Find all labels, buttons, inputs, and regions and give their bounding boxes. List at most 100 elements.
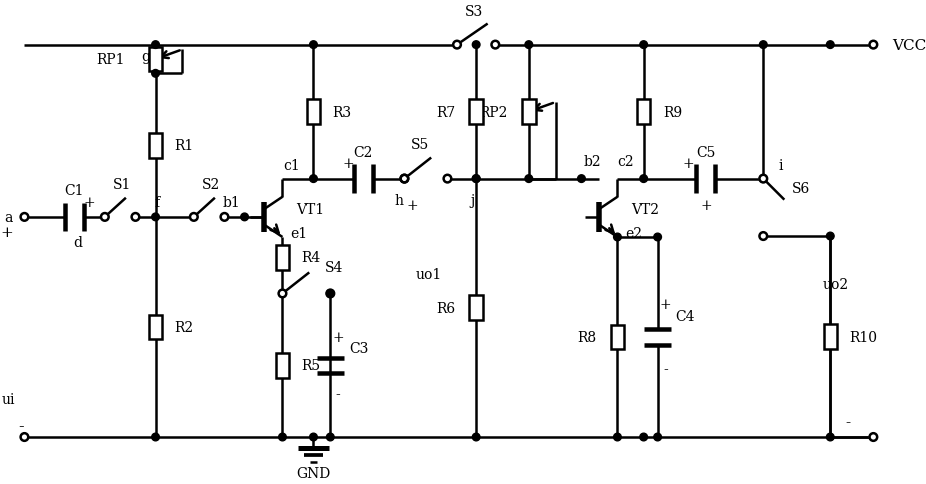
Text: R7: R7 — [436, 106, 455, 120]
Bar — [307, 100, 320, 125]
Circle shape — [279, 290, 286, 298]
Circle shape — [444, 175, 451, 183]
Text: uo1: uo1 — [415, 268, 442, 282]
Text: VT1: VT1 — [295, 203, 324, 217]
Text: i: i — [779, 159, 783, 173]
Text: GND: GND — [296, 467, 331, 481]
Text: S2: S2 — [202, 178, 220, 192]
Circle shape — [152, 213, 159, 221]
Bar — [149, 134, 162, 158]
Circle shape — [152, 433, 159, 441]
Circle shape — [525, 42, 532, 49]
Circle shape — [220, 213, 229, 221]
Text: d: d — [73, 235, 82, 249]
Text: -: - — [663, 363, 668, 377]
Circle shape — [870, 42, 877, 49]
Bar — [149, 47, 162, 72]
Text: RP1: RP1 — [96, 53, 125, 67]
Circle shape — [20, 213, 29, 221]
Text: S5: S5 — [410, 138, 429, 152]
Text: R6: R6 — [436, 301, 455, 315]
Text: C3: C3 — [349, 341, 369, 355]
Text: R5: R5 — [302, 359, 320, 373]
Text: R8: R8 — [577, 330, 596, 344]
Text: VT2: VT2 — [631, 203, 658, 217]
Circle shape — [614, 234, 621, 242]
Circle shape — [101, 213, 108, 221]
Circle shape — [759, 233, 767, 241]
Circle shape — [614, 433, 621, 441]
Circle shape — [327, 290, 334, 298]
Circle shape — [309, 433, 318, 441]
Circle shape — [640, 433, 647, 441]
Circle shape — [20, 433, 29, 441]
Text: -: - — [335, 387, 341, 401]
Circle shape — [870, 433, 877, 441]
Text: h: h — [394, 193, 403, 207]
Circle shape — [472, 433, 480, 441]
Circle shape — [401, 175, 408, 183]
Circle shape — [131, 213, 139, 221]
Text: b1: b1 — [222, 195, 240, 209]
Circle shape — [472, 175, 480, 183]
Circle shape — [525, 175, 532, 183]
Circle shape — [492, 42, 499, 49]
Text: +: + — [407, 199, 418, 213]
Bar — [637, 100, 650, 125]
Text: R3: R3 — [332, 106, 352, 120]
Text: VCC: VCC — [893, 39, 926, 52]
Text: f: f — [155, 195, 160, 209]
Circle shape — [826, 233, 834, 241]
Text: -: - — [845, 415, 850, 429]
Bar — [611, 325, 624, 350]
Text: c2: c2 — [618, 155, 634, 169]
Text: e2: e2 — [625, 227, 642, 241]
Text: +: + — [682, 157, 694, 171]
Circle shape — [453, 42, 461, 49]
Text: R9: R9 — [663, 106, 682, 120]
Circle shape — [152, 42, 159, 49]
Text: C5: C5 — [696, 146, 716, 159]
Circle shape — [759, 42, 767, 49]
Text: +: + — [659, 298, 671, 312]
Circle shape — [472, 175, 480, 183]
Bar — [276, 353, 289, 378]
Circle shape — [327, 433, 334, 441]
Circle shape — [401, 175, 408, 183]
Circle shape — [190, 213, 197, 221]
Circle shape — [826, 42, 834, 49]
Circle shape — [640, 42, 647, 49]
Text: R2: R2 — [175, 320, 194, 334]
Text: j: j — [470, 193, 474, 207]
Circle shape — [759, 175, 767, 183]
Text: +: + — [700, 199, 712, 213]
Circle shape — [759, 175, 767, 183]
Text: R10: R10 — [849, 330, 878, 344]
Text: R4: R4 — [302, 251, 320, 265]
Bar — [522, 100, 535, 125]
Text: e1: e1 — [290, 227, 307, 241]
Circle shape — [578, 175, 585, 183]
Circle shape — [472, 42, 480, 49]
Circle shape — [279, 433, 286, 441]
Text: uo2: uo2 — [822, 277, 849, 291]
Text: S3: S3 — [465, 5, 483, 19]
Text: +: + — [332, 330, 344, 344]
Circle shape — [309, 42, 318, 49]
Text: RP2: RP2 — [480, 106, 507, 120]
Circle shape — [279, 290, 286, 298]
Text: ui: ui — [1, 392, 15, 406]
Text: +: + — [0, 226, 13, 240]
Text: C4: C4 — [675, 309, 694, 323]
Circle shape — [654, 433, 661, 441]
Bar — [469, 296, 482, 320]
Text: R1: R1 — [175, 139, 194, 153]
Circle shape — [309, 175, 318, 183]
Circle shape — [241, 213, 248, 221]
Text: S1: S1 — [113, 178, 131, 192]
Bar — [276, 245, 289, 270]
Text: b2: b2 — [583, 155, 601, 169]
Text: C2: C2 — [354, 146, 373, 159]
Bar — [823, 324, 837, 349]
Bar — [469, 100, 482, 125]
